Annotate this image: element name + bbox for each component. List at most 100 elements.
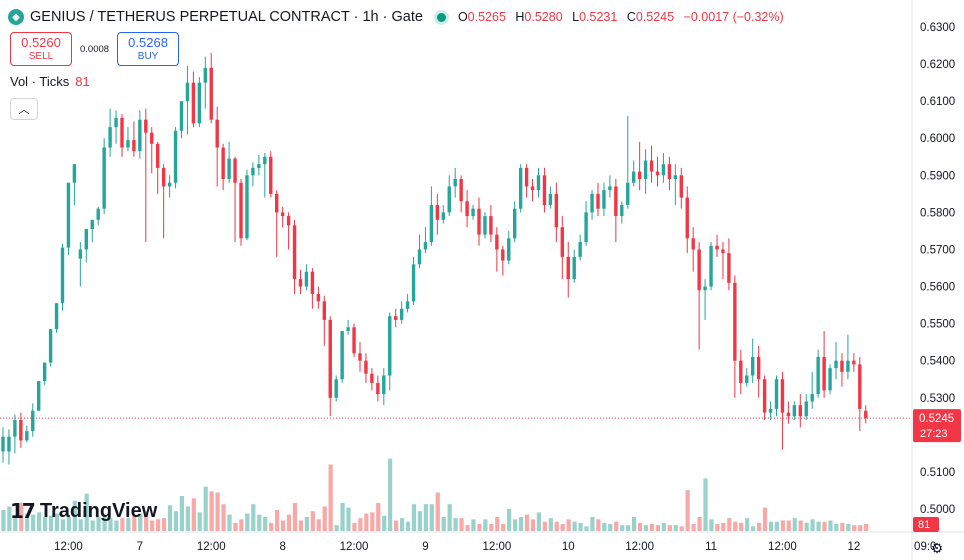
volume-bar — [709, 519, 714, 531]
candle-body — [275, 193, 279, 213]
candle-body — [715, 245, 719, 250]
high-value: 0.5280 — [524, 10, 563, 24]
candle-body — [495, 234, 499, 250]
tradingview-wordmark: TradingView — [39, 499, 158, 522]
volume-bar — [19, 503, 24, 531]
volume-bar — [144, 511, 149, 531]
candle-body — [756, 356, 761, 380]
candle — [828, 364, 832, 395]
volume-bar — [661, 522, 666, 531]
volume-bar — [727, 518, 732, 531]
volume-bar — [388, 458, 393, 531]
volume-bar — [804, 522, 809, 531]
candle — [37, 381, 41, 411]
volume-bar — [251, 504, 256, 531]
volume-bar — [203, 486, 208, 531]
candle-body — [566, 256, 570, 280]
candle — [114, 110, 118, 144]
volume-bar — [215, 492, 220, 531]
candle-body — [798, 405, 802, 417]
candle — [453, 167, 457, 198]
volume-bar — [643, 525, 649, 531]
volume-bar — [114, 520, 119, 531]
symbol-title[interactable]: GENIUS / TETHERUS PERPETUAL CONTRACT · 1… — [30, 9, 423, 25]
volume-bar — [768, 521, 774, 531]
market-status-icon[interactable] — [436, 12, 446, 22]
last-price-badge — [913, 409, 961, 443]
candle-body — [655, 171, 660, 176]
candle — [739, 349, 743, 395]
volume-bar — [263, 517, 268, 531]
volume-bar — [185, 506, 190, 531]
volume-bar — [48, 515, 54, 531]
candle — [96, 206, 100, 226]
candle — [429, 186, 434, 246]
candle — [370, 368, 374, 391]
volume-legend[interactable]: Vol · Ticks 81 — [10, 74, 90, 89]
buy-price: 0.5268 — [128, 34, 168, 50]
candle — [399, 301, 404, 324]
candle-body — [489, 216, 493, 235]
candle — [596, 182, 600, 217]
candle — [542, 167, 547, 213]
candle — [661, 153, 666, 183]
candle-body — [382, 375, 386, 395]
candle-body — [643, 160, 648, 180]
price-tick-label: 0.5300 — [920, 393, 955, 405]
volume-bar — [756, 522, 762, 531]
volume-bar — [239, 519, 244, 531]
price-tick-label: 0.6300 — [920, 22, 955, 34]
candle-body — [280, 212, 285, 217]
candle — [840, 353, 844, 387]
candle — [405, 293, 410, 313]
gear-icon[interactable]: ⚙ — [930, 539, 944, 556]
price-axis: 0.50000.51000.52000.53000.54000.55000.56… — [911, 0, 955, 560]
sell-button[interactable]: 0.5260 SELL — [10, 32, 72, 66]
candle — [316, 286, 321, 309]
candle — [227, 141, 231, 183]
buy-button[interactable]: 0.5268 BUY — [117, 32, 180, 66]
candle-body — [322, 301, 326, 320]
candle — [756, 345, 761, 398]
volume-bar — [66, 517, 71, 531]
candle-body — [328, 319, 332, 398]
price-tick-label: 0.5500 — [920, 319, 955, 331]
candle-body — [429, 204, 434, 243]
candle-body — [709, 245, 713, 287]
candle — [144, 108, 148, 243]
candle — [233, 156, 237, 243]
candle-body — [173, 130, 178, 183]
candle-body — [358, 353, 362, 361]
candle-body — [304, 271, 309, 287]
sell-price: 0.5260 — [21, 34, 61, 50]
candle-body — [679, 175, 683, 198]
volume-bar — [703, 478, 708, 531]
candle — [269, 151, 273, 198]
candle-body — [120, 117, 124, 148]
candle-body — [435, 204, 440, 220]
candle — [251, 162, 255, 187]
candle — [810, 371, 814, 409]
candle-body — [221, 147, 225, 180]
volume-bar — [632, 517, 637, 531]
candles — [1, 52, 868, 465]
low-value: 0.5231 — [579, 10, 618, 24]
candle — [864, 405, 868, 424]
candle — [697, 242, 701, 350]
candle-body — [727, 253, 731, 283]
volume-bar — [655, 525, 660, 531]
candle-body — [786, 412, 791, 417]
candle — [691, 227, 695, 272]
candle-body — [632, 171, 636, 183]
collapse-legend-button[interactable]: ︿ — [10, 98, 38, 120]
candle-body — [518, 167, 523, 209]
time-tick-label: 12 — [847, 541, 860, 553]
price-markers: 0.5245 27:23 81 — [0, 409, 961, 532]
candle — [84, 229, 88, 263]
tradingview-logo[interactable]: 17 TradingView — [10, 499, 157, 523]
volume-last-badge — [913, 517, 939, 532]
candle — [161, 164, 166, 239]
volume-bar — [495, 517, 500, 531]
candle — [560, 216, 564, 280]
